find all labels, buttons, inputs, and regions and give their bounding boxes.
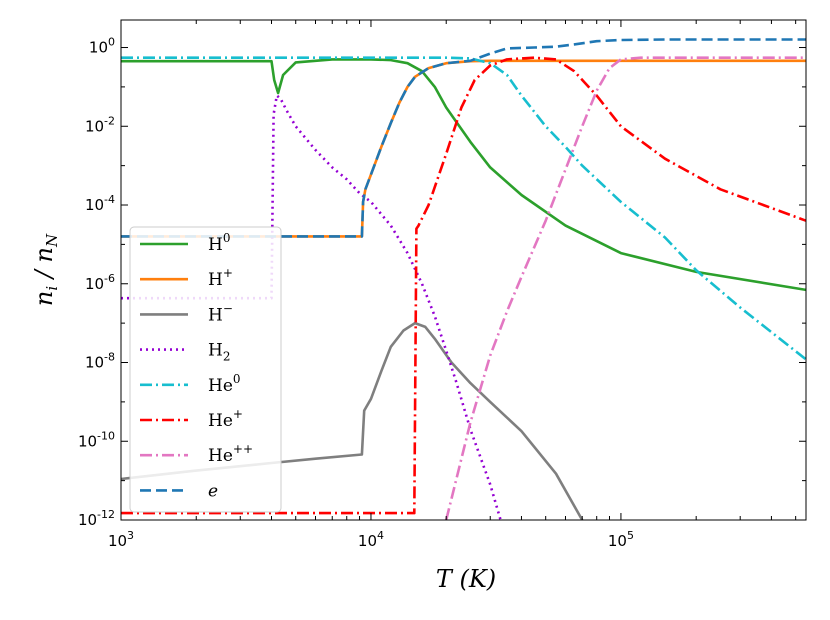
series-line-Heplus [121,56,806,515]
legend-label-H2: H2 [208,341,230,364]
series-line-H0 [121,58,806,292]
legend-label-He0: He0 [208,372,241,396]
series-line-e [121,38,806,238]
legend-label-H0: H0 [208,231,230,255]
legend: H0 H+ H− H2 He0 He+ He++ e [129,226,282,513]
legend-label-Hminus: H− [208,301,233,325]
y-axis-label: ni / nN [30,233,61,306]
series-line-H2 [121,94,502,520]
series-lines [121,38,806,520]
series-line-Heplusplus [444,56,806,520]
plot-frame [120,19,807,521]
legend-label-Heplusplus: He++ [208,442,253,466]
series-line-Hminus [121,321,584,520]
legend-label-Hplus: H+ [208,266,233,290]
legend-label-e: e [208,481,218,501]
legend-label-Heplus: He+ [208,407,243,431]
x-axis-label: T (K) [436,565,496,593]
legend-box [129,226,282,513]
